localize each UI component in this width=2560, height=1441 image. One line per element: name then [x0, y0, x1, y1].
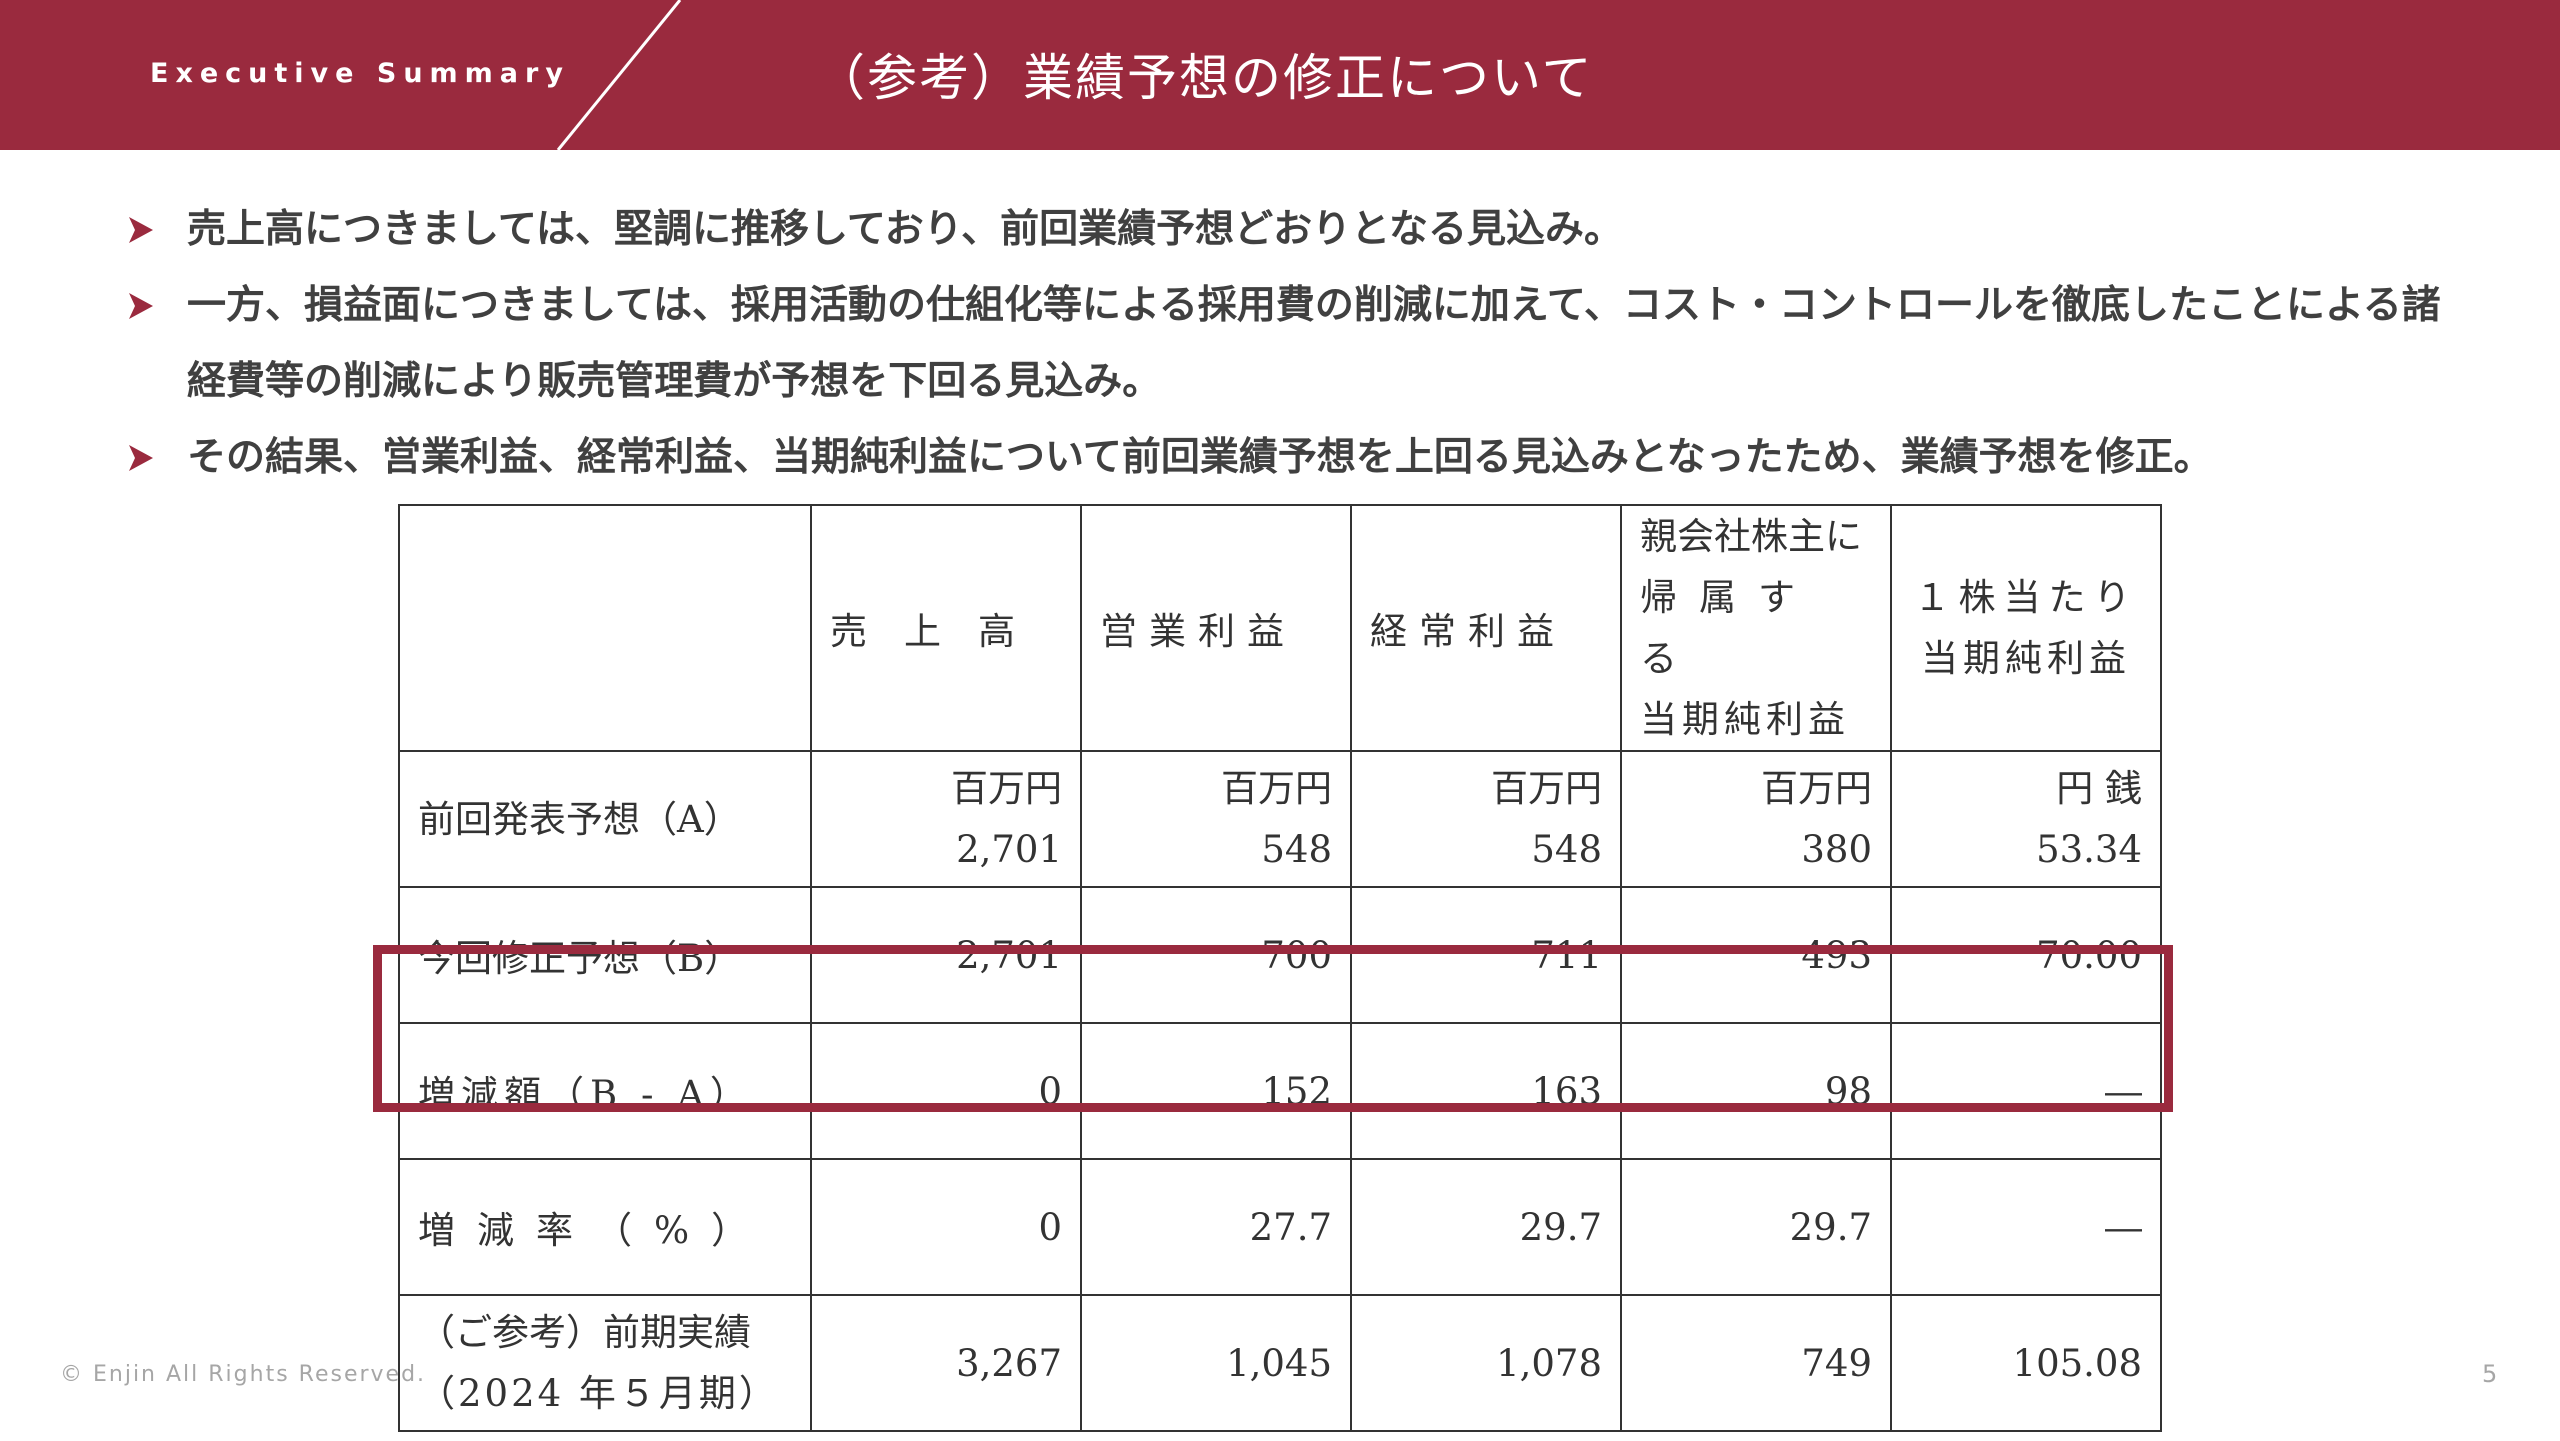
- arrow-bullet-icon: [129, 420, 153, 471]
- bullet-item: 一方、損益面につきましては、採用活動の仕組化等による採用費の削減に加えて、コスト…: [125, 268, 2455, 420]
- cell-prev-sales: 百万円 2,701: [810, 750, 1082, 888]
- table-row: 前回発表予想（A） 百万円 2,701 百万円 548 百万円 548 百万円 …: [398, 750, 2162, 888]
- cell-prev-eps: 円 銭 53.34: [1890, 750, 2162, 888]
- arrow-bullet-icon: [129, 192, 153, 243]
- cell-rev-operating: 700: [1080, 886, 1352, 1024]
- cell-rate-ordinary: 29.7: [1350, 1158, 1622, 1296]
- cell-diff-sales: 0: [810, 1022, 1082, 1160]
- cell-diff-eps: ―: [1890, 1022, 2162, 1160]
- row-label-last: （ご参考）前期実績 （2024 年５月期）: [398, 1294, 812, 1432]
- cell-prev-net: 百万円 380: [1620, 750, 1892, 888]
- cell-last-eps: 105.08: [1890, 1294, 2162, 1432]
- col-header-sales: 売 上 高: [810, 504, 1082, 752]
- table-row: 増減率（%） 0 27.7 29.7 29.7 ―: [398, 1158, 2162, 1296]
- table-header-row: 売 上 高 営業利益 経常利益 親会社株主に 帰属する 当期純利益 １株当たり …: [398, 504, 2162, 752]
- cell-last-sales: 3,267: [810, 1294, 1082, 1432]
- forecast-table: 売 上 高 営業利益 経常利益 親会社株主に 帰属する 当期純利益 １株当たり …: [398, 504, 2162, 1432]
- bullet-text: 一方、損益面につきましては、採用活動の仕組化等による採用費の削減に加えて、コスト…: [187, 283, 2441, 404]
- cell-rate-net: 29.7: [1620, 1158, 1892, 1296]
- col-header-operating: 営業利益: [1080, 504, 1352, 752]
- header-bar: Executive Summary （参考）業績予想の修正について: [0, 0, 2560, 150]
- cell-rate-operating: 27.7: [1080, 1158, 1352, 1296]
- bullet-item: 売上高につきましては、堅調に推移しており、前回業績予想どおりとなる見込み。: [125, 192, 2455, 268]
- table-row: （ご参考）前期実績 （2024 年５月期） 3,267 1,045 1,078 …: [398, 1294, 2162, 1432]
- section-label: Executive Summary: [150, 58, 570, 89]
- row-label-rev: 今回修正予想（B）: [398, 886, 812, 1024]
- arrow-bullet-icon: [129, 268, 153, 319]
- cell-last-net: 749: [1620, 1294, 1892, 1432]
- bullet-text: その結果、営業利益、経常利益、当期純利益について前回業績予想を上回る見込みとなっ…: [187, 435, 2213, 480]
- cell-rev-sales: 2,701: [810, 886, 1082, 1024]
- cell-rate-sales: 0: [810, 1158, 1082, 1296]
- header-empty: [398, 504, 812, 752]
- cell-last-ordinary: 1,078: [1350, 1294, 1622, 1432]
- cell-rev-net: 493: [1620, 886, 1892, 1024]
- divider-slash: [556, 0, 682, 150]
- cell-rev-ordinary: 711: [1350, 886, 1622, 1024]
- row-label-diff: 増減額（B - A）: [398, 1022, 812, 1160]
- col-header-net: 親会社株主に 帰属する 当期純利益: [1620, 504, 1892, 752]
- cell-diff-net: 98: [1620, 1022, 1892, 1160]
- cell-rate-eps: ―: [1890, 1158, 2162, 1296]
- row-label-prev: 前回発表予想（A）: [398, 750, 812, 888]
- col-header-eps: １株当たり 当期純利益: [1890, 504, 2162, 752]
- table-row: 今回修正予想（B） 2,701 700 711 493 70.00: [398, 886, 2162, 1024]
- col-header-ordinary: 経常利益: [1350, 504, 1622, 752]
- page-number: 5: [2482, 1360, 2498, 1388]
- cell-rev-eps: 70.00: [1890, 886, 2162, 1024]
- cell-prev-ordinary: 百万円 548: [1350, 750, 1622, 888]
- table-row: 増減額（B - A） 0 152 163 98 ―: [398, 1022, 2162, 1160]
- row-label-rate: 増減率（%）: [398, 1158, 812, 1296]
- page-title: （参考）業績予想の修正について: [815, 49, 1594, 107]
- cell-diff-ordinary: 163: [1350, 1022, 1622, 1160]
- cell-diff-operating: 152: [1080, 1022, 1352, 1160]
- cell-prev-operating: 百万円 548: [1080, 750, 1352, 888]
- bullet-list: 売上高につきましては、堅調に推移しており、前回業績予想どおりとなる見込み。 一方…: [125, 192, 2455, 496]
- bullet-item: その結果、営業利益、経常利益、当期純利益について前回業績予想を上回る見込みとなっ…: [125, 420, 2455, 496]
- bullet-text: 売上高につきましては、堅調に推移しており、前回業績予想どおりとなる見込み。: [187, 207, 1623, 252]
- cell-last-operating: 1,045: [1080, 1294, 1352, 1432]
- copyright: © Enjin All Rights Reserved.: [60, 1362, 427, 1387]
